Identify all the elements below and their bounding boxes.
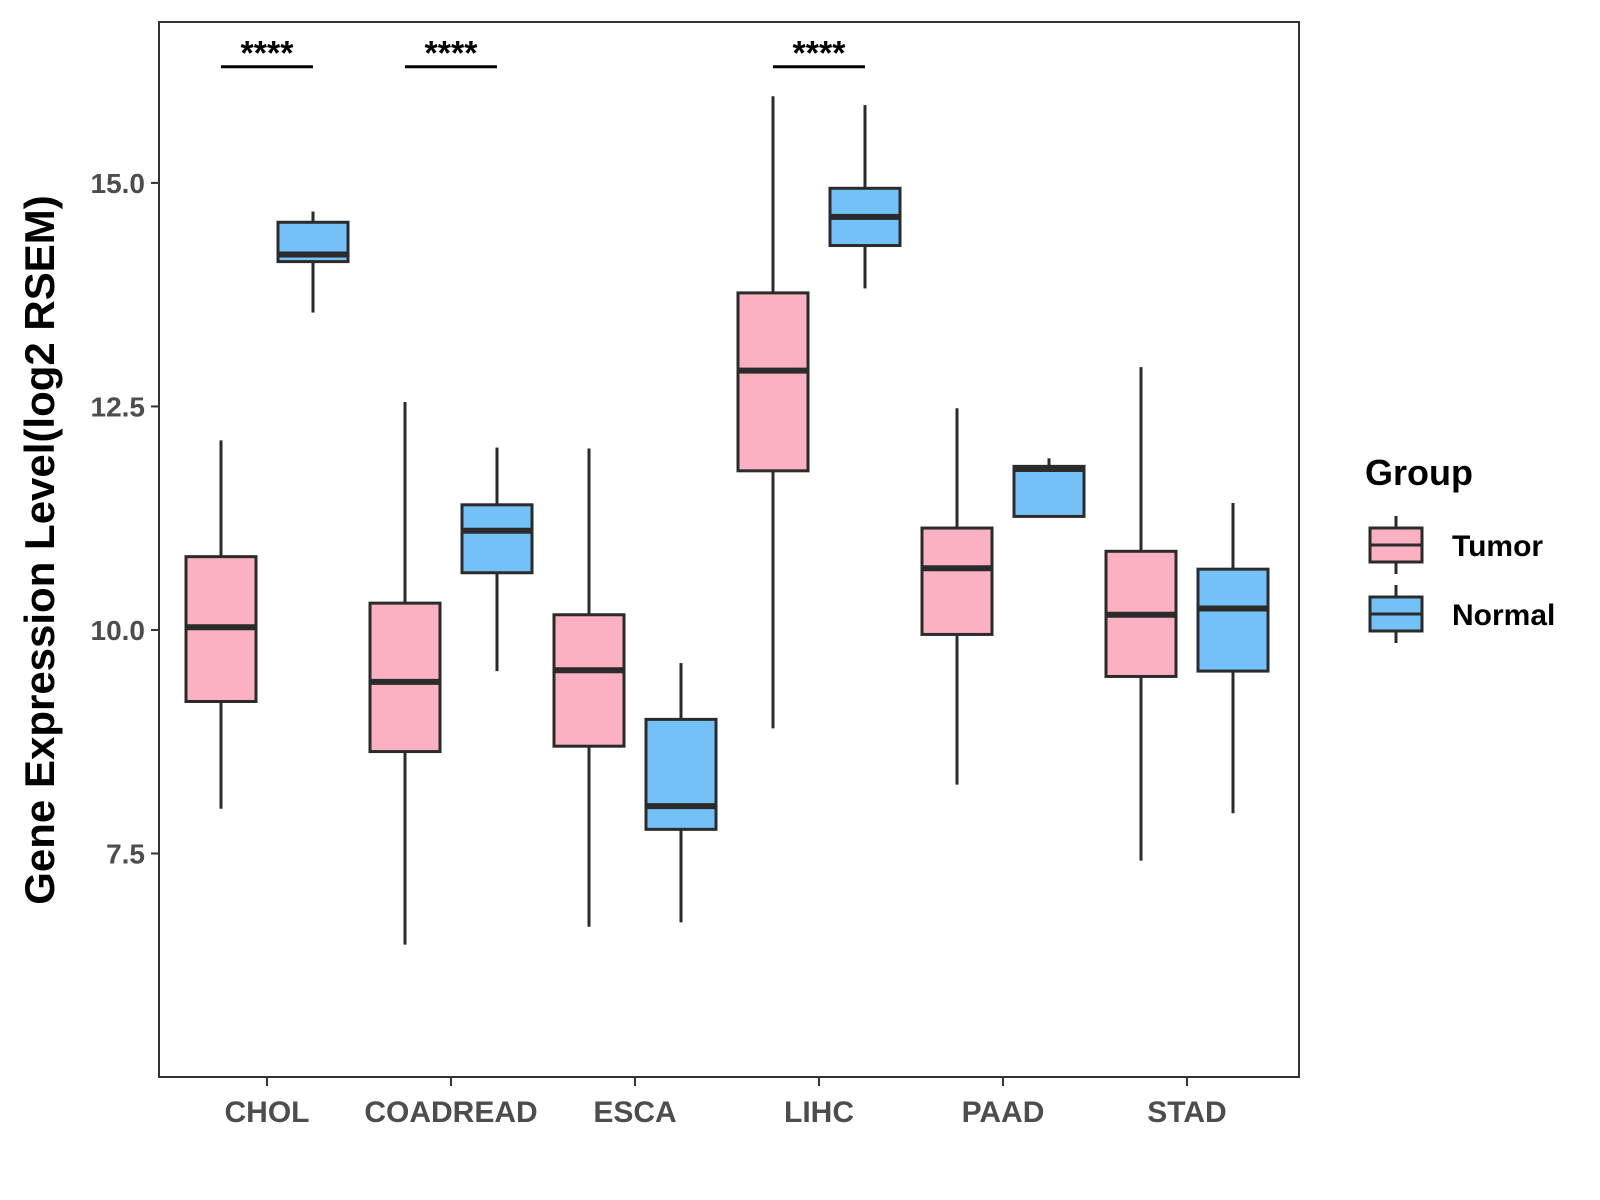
- box-esca-normal: [644, 663, 718, 923]
- box-body: [552, 613, 626, 748]
- box-paad-normal: [1012, 458, 1086, 518]
- box-body: [920, 526, 994, 636]
- box-coadread-tumor: [368, 401, 442, 945]
- box-paad-tumor: [920, 408, 994, 785]
- legend-title: Group: [1365, 452, 1473, 493]
- y-axis: 7.5 10.0 12.5 15.0: [91, 168, 159, 869]
- significance-label: ****: [425, 35, 479, 73]
- x-tick-label: STAD: [1147, 1096, 1226, 1129]
- boxes-layer: [184, 96, 1270, 945]
- box-body: [1012, 464, 1086, 518]
- x-axis: CHOL COADREAD ESCA LIHC PAAD STAD: [225, 1077, 1227, 1129]
- box-chol-tumor: [184, 440, 258, 809]
- box-lihc-normal: [828, 105, 902, 289]
- box-body: [368, 601, 442, 754]
- legend-label: Normal: [1452, 599, 1555, 632]
- box-lihc-tumor: [736, 96, 810, 729]
- significance-label: ****: [793, 35, 847, 73]
- box-stad-tumor: [1104, 367, 1178, 861]
- legend-label: Tumor: [1452, 530, 1543, 563]
- x-tick-label: CHOL: [225, 1096, 310, 1129]
- box-body: [644, 717, 718, 831]
- y-tick-label: 10.0: [91, 615, 146, 646]
- significance-layer: **** **** ****: [221, 35, 865, 73]
- box-coadread-normal: [460, 447, 534, 672]
- legend-entry-normal: Normal: [1368, 585, 1555, 643]
- box-stad-normal: [1196, 503, 1270, 814]
- x-tick-label: PAAD: [962, 1096, 1045, 1129]
- box-chol-normal: [276, 211, 350, 313]
- y-tick-label: 12.5: [91, 391, 146, 422]
- plot-panel: [158, 21, 1300, 1078]
- legend-entry-tumor: Tumor: [1368, 516, 1543, 574]
- box-body: [1196, 567, 1270, 673]
- x-tick-label: LIHC: [784, 1096, 854, 1129]
- box-body: [736, 291, 810, 473]
- y-tick-label: 7.5: [106, 838, 145, 869]
- box-body: [460, 503, 534, 575]
- significance-label: ****: [241, 35, 295, 73]
- y-axis-title: Gene Expression Level(log2 RSEM): [16, 195, 63, 905]
- y-tick-label: 15.0: [91, 168, 146, 199]
- legend: Group Tumor Normal: [1365, 452, 1555, 643]
- box-esca-tumor: [552, 448, 626, 927]
- x-tick-label: ESCA: [593, 1096, 676, 1129]
- x-tick-label: COADREAD: [364, 1096, 537, 1129]
